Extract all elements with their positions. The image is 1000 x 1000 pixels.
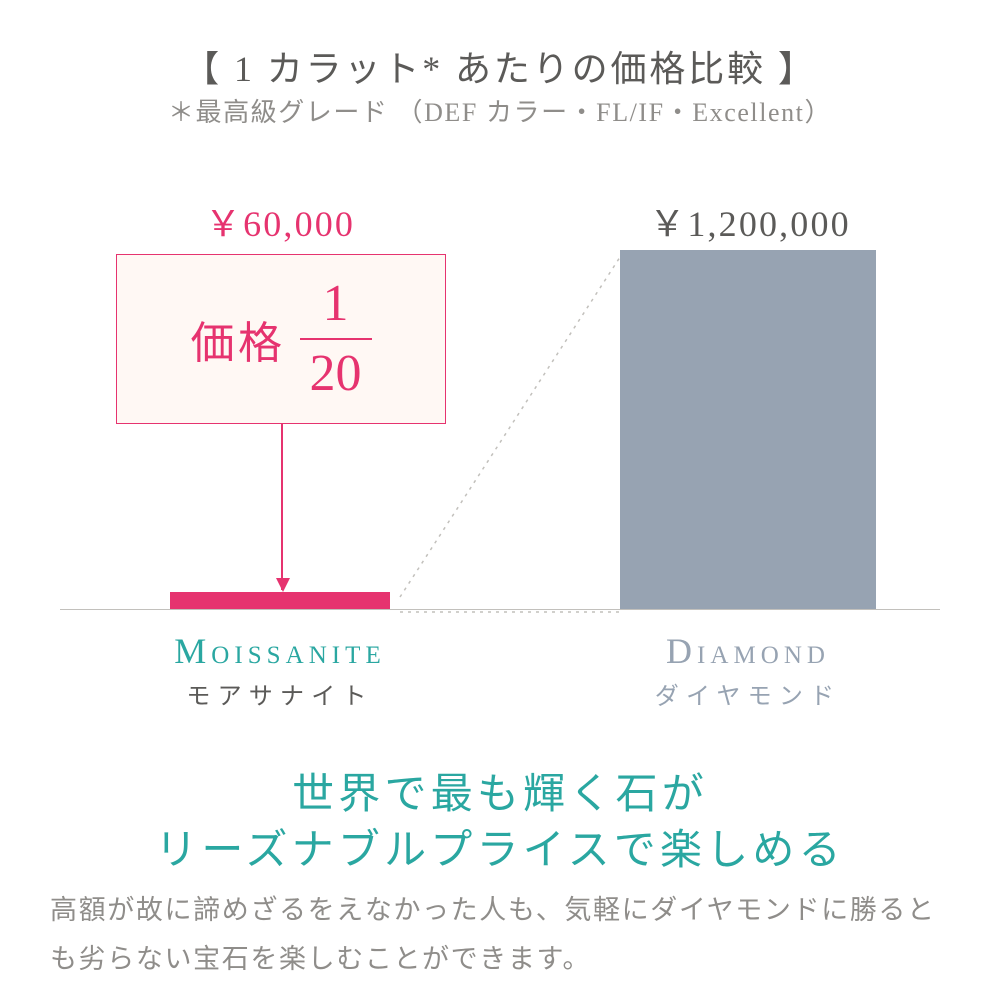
bar-moissanite (170, 592, 390, 610)
body-text: 高額が故に諦めざるをえなかった人も、気軽にダイヤモンドに勝るとも劣らない宝石を楽… (50, 886, 950, 983)
fraction-bar (300, 338, 372, 340)
callout-fraction: 1 20 (300, 278, 372, 400)
label-diamond-ja: ダイヤモンド (560, 676, 936, 711)
price-ratio-callout: 価格 1 20 (116, 254, 446, 424)
callout-label: 価格 (190, 307, 285, 371)
label-moissanite-en: Moissanite (110, 630, 450, 672)
subtitle: ＊最高級グレード （DEF カラー・FL/IF・Excellent） (0, 92, 1000, 129)
title: 【 1 カラット* あたりの価格比較 】 (0, 40, 1000, 92)
tagline-line1: 世界で最も輝く石が (0, 760, 1000, 821)
price-diamond: ￥1,200,000 (560, 195, 940, 247)
price-moissanite: ￥60,000 (90, 195, 470, 247)
infographic-root: 【 1 カラット* あたりの価格比較 】 ＊最高級グレード （DEF カラー・F… (0, 0, 1000, 1000)
label-diamond-en: Diamond (560, 630, 936, 672)
bar-diamond (620, 250, 876, 610)
fraction-denominator: 20 (310, 348, 362, 400)
label-moissanite-ja: モアサナイト (110, 676, 450, 711)
fraction-numerator: 1 (323, 278, 349, 330)
callout-arrow-icon (281, 424, 283, 590)
chart-baseline (60, 609, 940, 610)
tagline-line2: リーズナブルプライスで楽しめる (0, 816, 1000, 877)
